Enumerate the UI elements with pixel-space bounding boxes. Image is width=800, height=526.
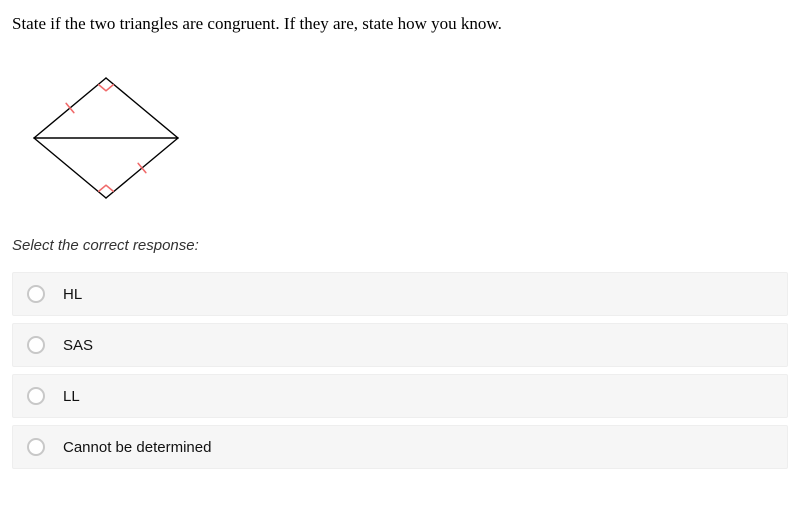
triangle-diagram bbox=[16, 58, 788, 223]
radio-icon bbox=[27, 336, 45, 354]
option-hl[interactable]: HL bbox=[12, 272, 788, 316]
option-sas[interactable]: SAS bbox=[12, 323, 788, 367]
option-label: HL bbox=[63, 286, 82, 303]
radio-icon bbox=[27, 387, 45, 405]
option-cannot[interactable]: Cannot be determined bbox=[12, 425, 788, 469]
option-label: LL bbox=[63, 388, 80, 405]
select-prompt: Select the correct response: bbox=[12, 237, 788, 254]
radio-icon bbox=[27, 285, 45, 303]
radio-icon bbox=[27, 438, 45, 456]
option-label: Cannot be determined bbox=[63, 439, 211, 456]
question-text: State if the two triangles are congruent… bbox=[12, 14, 788, 34]
answer-options: HL SAS LL Cannot be determined bbox=[12, 272, 788, 469]
option-ll[interactable]: LL bbox=[12, 374, 788, 418]
option-label: SAS bbox=[63, 337, 93, 354]
